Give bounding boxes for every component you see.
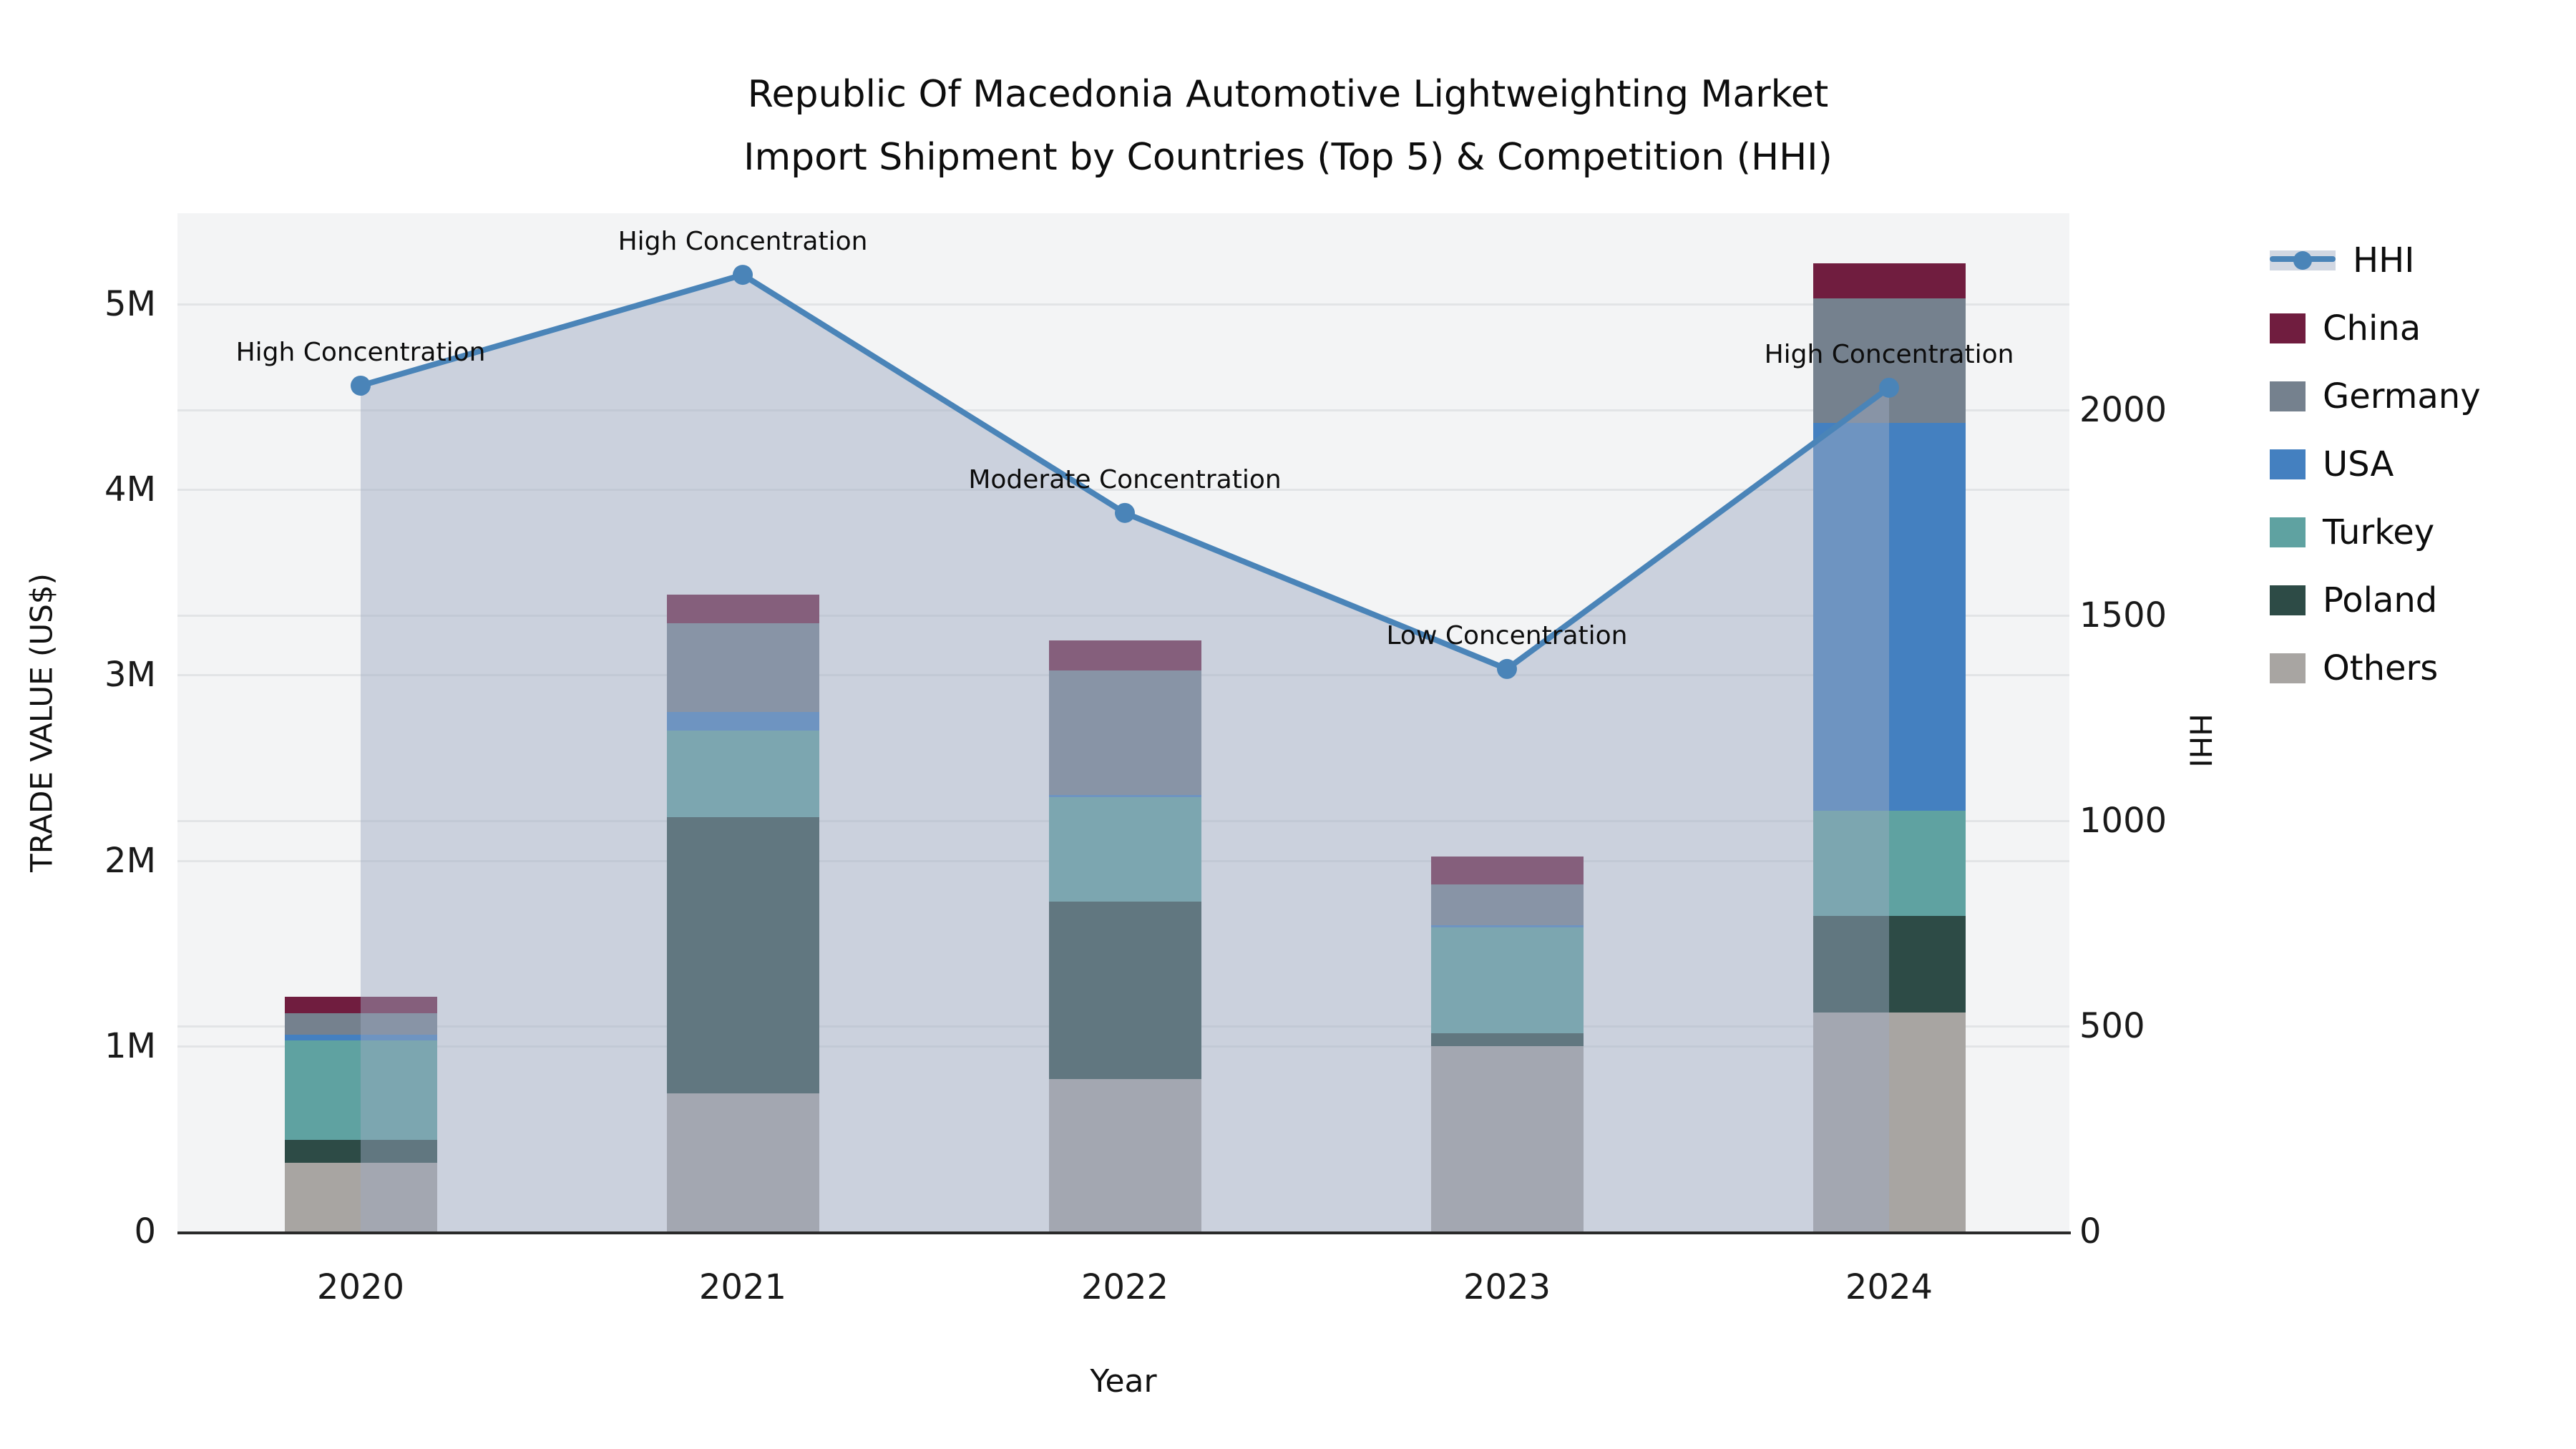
x-axis-line	[177, 1231, 2071, 1234]
bar-segment-poland-2023	[1430, 1033, 1584, 1046]
bar-segment-usa-2022	[1048, 794, 1201, 798]
y-left-tick-2M: 2M	[104, 840, 156, 881]
legend-label-germany: Germany	[2323, 376, 2481, 416]
bar-segment-germany-2024	[1813, 298, 1966, 423]
y-right-tick-2000: 2000	[2079, 390, 2167, 431]
chart-title-line1: Republic Of Macedonia Automotive Lightwe…	[747, 73, 1829, 116]
chart-title: Republic Of Macedonia Automotive Lightwe…	[0, 63, 2576, 189]
x-tick-2023: 2023	[1463, 1267, 1551, 1307]
x-axis-label: Year	[1090, 1363, 1157, 1400]
bar-segment-others-2022	[1048, 1079, 1201, 1231]
bar-segment-germany-2023	[1430, 884, 1584, 926]
legend-label-others: Others	[2323, 648, 2439, 688]
bar-segment-usa-2021	[666, 712, 819, 731]
legend-item-turkey: Turkey	[2270, 512, 2435, 552]
y-right-tick-1000: 1000	[2079, 801, 2167, 841]
legend-swatch-turkey	[2270, 517, 2306, 547]
y-left-tick-4M: 4M	[104, 469, 156, 510]
bar-segment-germany-2020	[284, 1013, 437, 1035]
y-right-tick-1500: 1500	[2079, 595, 2167, 636]
bar-segment-poland-2024	[1813, 916, 1966, 1013]
y-right-tick-500: 500	[2079, 1006, 2145, 1047]
gridline-trade-5M	[177, 303, 2069, 306]
legend-label-usa: USA	[2323, 444, 2394, 484]
bar-segment-turkey-2022	[1048, 797, 1201, 902]
hhi-point-2022	[1115, 502, 1135, 523]
annotation-2023: Low Concentration	[1386, 620, 1628, 650]
bar-segment-others-2024	[1813, 1013, 1966, 1231]
y-left-tick-5M: 5M	[104, 284, 156, 324]
bar-segment-china-2021	[666, 594, 819, 623]
legend-label-china: China	[2323, 308, 2421, 348]
legend-swatch-germany	[2270, 381, 2306, 411]
y-axis-label-left: TRADE VALUE (US$)	[24, 573, 59, 872]
y-right-tick-0: 0	[2079, 1211, 2102, 1252]
bar-segment-china-2023	[1430, 857, 1584, 885]
legend-swatch-china	[2270, 313, 2306, 343]
legend-item-germany: Germany	[2270, 376, 2481, 416]
bar-segment-usa-2023	[1430, 925, 1584, 927]
legend-hhi-marker	[2293, 251, 2312, 270]
gridline-hhi-1500	[177, 615, 2069, 618]
legend-label-hhi: HHI	[2353, 240, 2415, 280]
bar-segment-china-2022	[1048, 640, 1201, 670]
hhi-area-fill	[361, 275, 1889, 1231]
legend-swatch-usa	[2270, 449, 2306, 479]
bar-segment-poland-2021	[666, 816, 819, 1093]
legend-item-hhi: HHI	[2270, 240, 2415, 280]
gridline-hhi-2000	[177, 409, 2069, 412]
legend-swatch-others	[2270, 653, 2306, 683]
bar-segment-turkey-2023	[1430, 927, 1584, 1033]
bar-segment-germany-2021	[666, 623, 819, 713]
legend-item-poland: Poland	[2270, 580, 2438, 620]
hhi-line-layer	[351, 265, 1899, 1231]
legend-swatch-hhi	[2270, 246, 2336, 275]
y-left-tick-3M: 3M	[104, 655, 156, 696]
bar-segment-poland-2022	[1048, 901, 1201, 1080]
bar-segment-usa-2020	[284, 1035, 437, 1040]
bar-segment-germany-2022	[1048, 670, 1201, 795]
plot-area	[177, 213, 2069, 1231]
hhi-point-2023	[1497, 658, 1517, 679]
x-tick-2021: 2021	[698, 1267, 787, 1307]
legend-item-others: Others	[2270, 648, 2439, 688]
hhi-point-2024	[1879, 377, 1899, 398]
bar-segment-china-2024	[1813, 263, 1966, 299]
bar-segment-turkey-2020	[284, 1040, 437, 1140]
x-tick-2024: 2024	[1845, 1267, 1933, 1307]
gridline-trade-4M	[177, 489, 2069, 492]
annotation-2024: High Concentration	[1764, 339, 2014, 369]
bar-segment-poland-2020	[284, 1139, 437, 1163]
bar-segment-others-2021	[666, 1093, 819, 1231]
legend-item-usa: USA	[2270, 444, 2394, 484]
x-tick-2020: 2020	[316, 1267, 405, 1307]
legend-item-china: China	[2270, 308, 2421, 348]
hhi-point-2020	[351, 375, 371, 396]
bar-segment-others-2020	[284, 1163, 437, 1231]
legend-label-turkey: Turkey	[2323, 512, 2435, 552]
bar-segment-usa-2024	[1813, 422, 1966, 811]
chart-title-line2: Import Shipment by Countries (Top 5) & C…	[743, 136, 1833, 179]
y-axis-label-right: HHI	[2182, 713, 2218, 768]
bar-segment-turkey-2021	[666, 731, 819, 817]
y-left-tick-0: 0	[134, 1211, 156, 1252]
legend-swatch-poland	[2270, 585, 2306, 615]
x-tick-2022: 2022	[1080, 1267, 1169, 1307]
hhi-point-2021	[733, 265, 753, 286]
legend-label-poland: Poland	[2323, 580, 2438, 620]
annotation-2022: Moderate Concentration	[968, 464, 1282, 494]
y-left-tick-1M: 1M	[104, 1025, 156, 1066]
annotation-2020: High Concentration	[235, 337, 486, 367]
annotation-2021: High Concentration	[618, 227, 868, 257]
bar-segment-turkey-2024	[1813, 810, 1966, 917]
bar-segment-china-2020	[284, 997, 437, 1014]
bar-segment-others-2023	[1430, 1045, 1584, 1231]
